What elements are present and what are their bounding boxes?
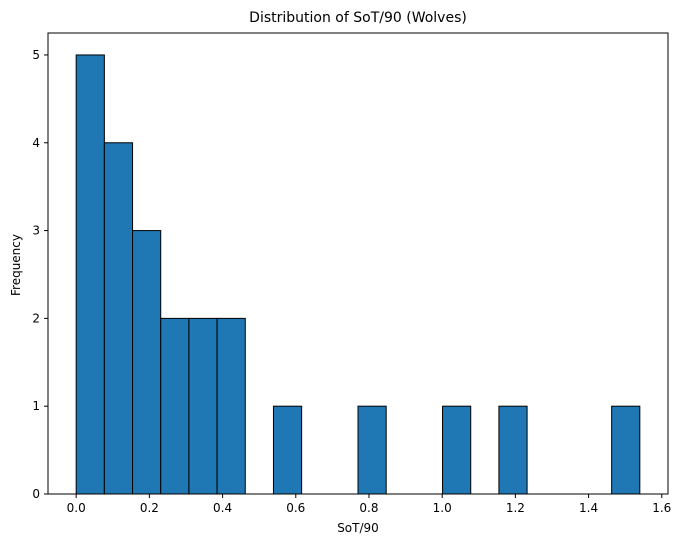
bars-layer (75, 54, 641, 495)
histogram-bar (272, 405, 303, 495)
plot-frame (47, 32, 669, 495)
x-tick-label: 0.8 (359, 501, 378, 515)
y-axis-label: Frequency (9, 234, 23, 296)
y-tick-label: 5 (32, 48, 40, 62)
histogram-bar (442, 405, 472, 495)
y-tick-label: 1 (32, 399, 40, 413)
x-tick-label: 1.2 (506, 501, 525, 515)
x-tick-label: 1.6 (652, 501, 671, 515)
histogram-bar (132, 230, 162, 495)
y-tick-label: 3 (32, 224, 40, 238)
x-tick-label: 1.0 (433, 501, 452, 515)
x-axis-label: SoT/90 (337, 521, 379, 535)
histogram-bar (188, 317, 218, 495)
chart-title: Distribution of SoT/90 (Wolves) (249, 10, 467, 26)
histogram-bar (160, 317, 190, 495)
histogram-bar (103, 142, 134, 495)
ticks-layer: 0.0 0.2 0.4 0.6 0.8 1.0 1.2 1.4 1.6 0 1 2 3 4 5 (32, 48, 671, 515)
histogram-bar (357, 405, 387, 495)
histogram-bar (611, 405, 641, 495)
histogram-bar (216, 317, 246, 495)
y-tick-label: 4 (32, 136, 40, 150)
y-tick-label: 2 (32, 311, 40, 325)
x-tick-label: 0.4 (213, 501, 232, 515)
y-tick-label: 0 (32, 487, 40, 501)
x-tick-label: 0.0 (67, 501, 86, 515)
histogram-bar (498, 405, 528, 495)
x-tick-label: 0.2 (140, 501, 159, 515)
histogram-bar (75, 54, 105, 495)
x-tick-label: 1.4 (579, 501, 598, 515)
x-tick-label: 0.6 (286, 501, 305, 515)
